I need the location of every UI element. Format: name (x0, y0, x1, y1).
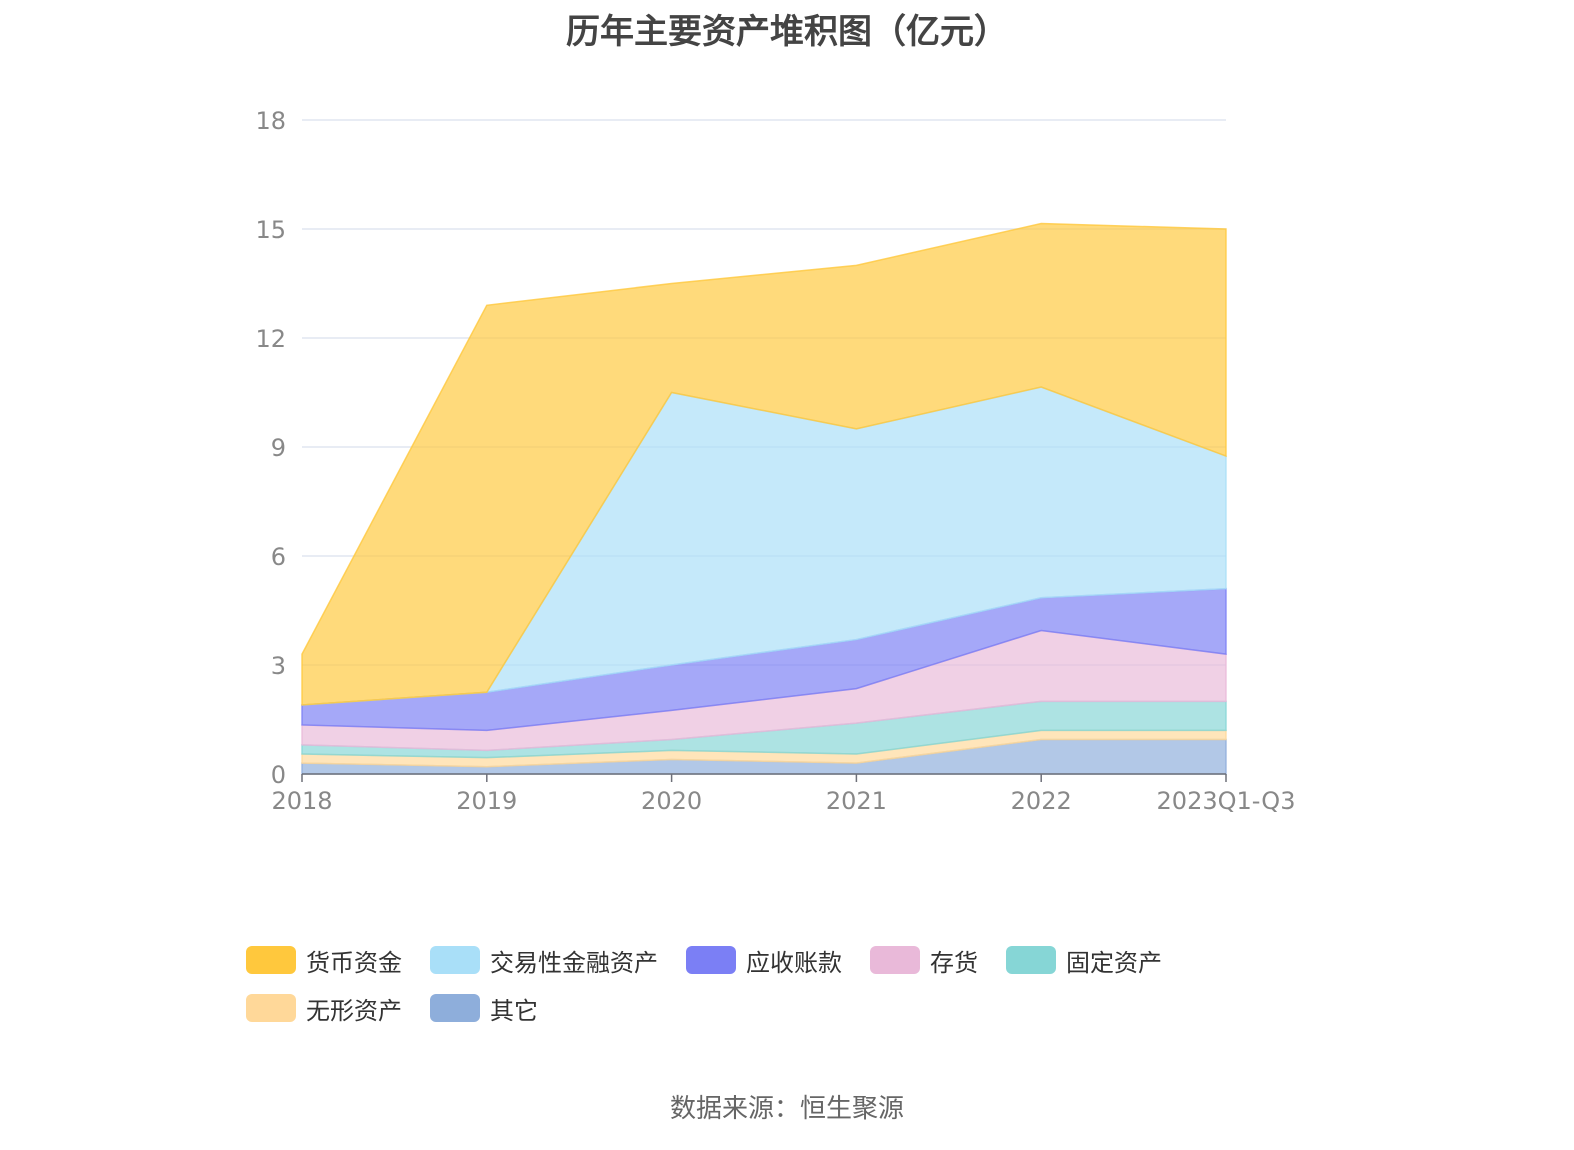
legend-swatch (246, 994, 296, 1022)
legend-item[interactable]: 其它 (430, 988, 538, 1028)
legend-swatch (430, 946, 480, 974)
x-tick-label: 2018 (271, 787, 332, 815)
y-tick-label: 18 (255, 107, 286, 135)
x-tick-label: 2020 (641, 787, 702, 815)
legend-label: 存货 (930, 948, 978, 977)
y-tick-label: 12 (255, 325, 286, 353)
legend-item[interactable]: 交易性金融资产 (430, 940, 658, 980)
legend-label: 应收账款 (746, 948, 842, 977)
x-tick-label: 2019 (456, 787, 517, 815)
legend-item[interactable]: 存货 (870, 940, 978, 980)
legend-item[interactable]: 固定资产 (1006, 940, 1162, 980)
x-tick-label: 2021 (826, 787, 887, 815)
legend-label: 交易性金融资产 (490, 948, 658, 977)
legend-item[interactable]: 货币资金 (246, 940, 402, 980)
legend-swatch (870, 946, 920, 974)
legend-swatch (1006, 946, 1056, 974)
legend-swatch (686, 946, 736, 974)
area-series-6[interactable] (301, 222, 1227, 706)
data-source-note: 数据来源：恒生聚源 (669, 1094, 904, 1124)
legend-label: 其它 (490, 996, 538, 1025)
chart-title: 历年主要资产堆积图（亿元） (566, 12, 1008, 52)
x-tick-label: 2023Q1-Q3 (1157, 787, 1296, 815)
legend-label: 无形资产 (306, 996, 402, 1025)
axes: 0 3 6 9 12 15 18 2018 2019 2020 2021 2022 2023Q1-Q3 (255, 107, 1295, 815)
legend-swatch (246, 946, 296, 974)
legend-item[interactable]: 无形资产 (246, 988, 402, 1028)
legend-label: 固定资产 (1066, 948, 1162, 977)
legend-item[interactable]: 应收账款 (686, 940, 842, 980)
x-tick-label: 2022 (1011, 787, 1072, 815)
stacked-areas (301, 222, 1227, 775)
legend-swatch (430, 994, 480, 1022)
y-tick-label: 3 (271, 652, 286, 680)
y-tick-label: 0 (271, 761, 286, 789)
y-tick-label: 9 (271, 434, 286, 462)
y-tick-label: 15 (255, 216, 286, 244)
legend-label: 货币资金 (306, 948, 402, 977)
y-tick-label: 6 (271, 543, 286, 571)
